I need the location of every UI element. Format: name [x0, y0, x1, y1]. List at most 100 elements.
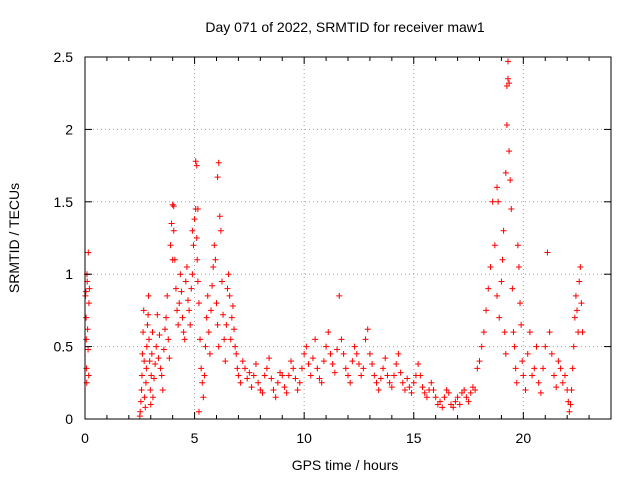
data-point — [156, 332, 163, 339]
x-tick-label: 15 — [406, 430, 422, 446]
data-point — [404, 375, 411, 382]
data-point — [203, 314, 210, 321]
data-point — [369, 360, 376, 367]
data-point — [555, 358, 562, 365]
data-point — [142, 379, 149, 386]
data-point — [138, 387, 145, 394]
data-point — [148, 350, 155, 357]
y-tick-label: 2 — [65, 121, 73, 137]
data-point — [569, 365, 576, 372]
data-point — [526, 329, 533, 336]
data-point — [445, 389, 452, 396]
data-point — [189, 271, 196, 278]
data-point — [452, 398, 459, 405]
data-point — [182, 278, 189, 285]
data-point — [504, 75, 511, 82]
data-point — [185, 297, 192, 304]
data-point — [441, 394, 448, 401]
data-point — [384, 372, 391, 379]
data-point — [401, 387, 408, 394]
data-point — [491, 242, 498, 249]
data-point — [214, 174, 221, 181]
data-point — [500, 227, 507, 234]
data-point — [215, 159, 222, 166]
data-point — [307, 372, 314, 379]
data-point — [206, 350, 213, 357]
data-point — [281, 384, 288, 391]
data-point — [345, 372, 351, 379]
data-point — [190, 242, 197, 249]
data-point — [224, 285, 231, 292]
data-point — [244, 375, 251, 382]
y-axis-label: SRMTID / TECUs — [6, 183, 22, 293]
data-point — [506, 80, 513, 87]
data-point — [476, 358, 483, 365]
data-point — [320, 358, 327, 365]
data-point — [165, 336, 172, 343]
data-point — [202, 343, 209, 350]
data-point — [266, 355, 273, 362]
data-point — [191, 216, 198, 223]
data-point — [551, 372, 558, 379]
data-point — [186, 307, 193, 314]
data-point — [494, 184, 501, 191]
data-point — [292, 375, 299, 382]
data-point — [175, 321, 182, 328]
data-point — [215, 343, 222, 350]
data-point — [181, 336, 188, 343]
data-point — [301, 350, 308, 357]
data-point — [148, 372, 155, 379]
data-point — [204, 292, 211, 299]
data-point — [163, 314, 170, 321]
data-point — [336, 292, 343, 299]
data-point — [408, 389, 415, 396]
data-point — [208, 307, 215, 314]
data-point — [355, 360, 362, 367]
data-point — [334, 346, 341, 353]
data-point — [220, 311, 227, 318]
data-point — [474, 365, 481, 372]
data-point — [406, 384, 413, 391]
data-point — [566, 408, 573, 415]
data-point — [508, 206, 515, 213]
data-point — [137, 408, 144, 415]
data-point — [176, 300, 183, 307]
data-point — [205, 329, 212, 336]
data-point — [154, 311, 161, 318]
data-point — [152, 360, 159, 367]
data-point — [164, 292, 171, 299]
data-point — [312, 336, 319, 343]
data-point — [548, 350, 555, 357]
data-point — [146, 358, 153, 365]
data-point — [323, 343, 330, 350]
data-point — [531, 365, 538, 372]
data-point — [415, 360, 422, 367]
data-point — [145, 292, 152, 299]
data-point — [272, 394, 279, 401]
data-point — [305, 360, 312, 367]
data-point — [239, 358, 246, 365]
data-point — [325, 329, 332, 336]
data-point — [218, 278, 225, 285]
data-point — [137, 398, 144, 405]
data-point — [496, 314, 503, 321]
data-point — [168, 220, 175, 227]
data-point — [456, 401, 463, 408]
data-point — [503, 122, 510, 129]
data-point — [145, 311, 152, 318]
data-point — [211, 242, 218, 249]
data-point — [331, 369, 338, 376]
data-point — [288, 358, 295, 365]
data-point — [467, 389, 474, 396]
data-point — [377, 375, 384, 382]
data-point — [234, 365, 241, 372]
data-point — [421, 389, 428, 396]
data-point — [172, 285, 179, 292]
data-point — [197, 336, 204, 343]
data-point — [250, 372, 257, 379]
y-tick-label: 0 — [65, 411, 73, 427]
data-point — [489, 198, 496, 205]
data-point — [279, 372, 286, 379]
data-point — [145, 336, 152, 343]
data-point — [283, 389, 290, 396]
